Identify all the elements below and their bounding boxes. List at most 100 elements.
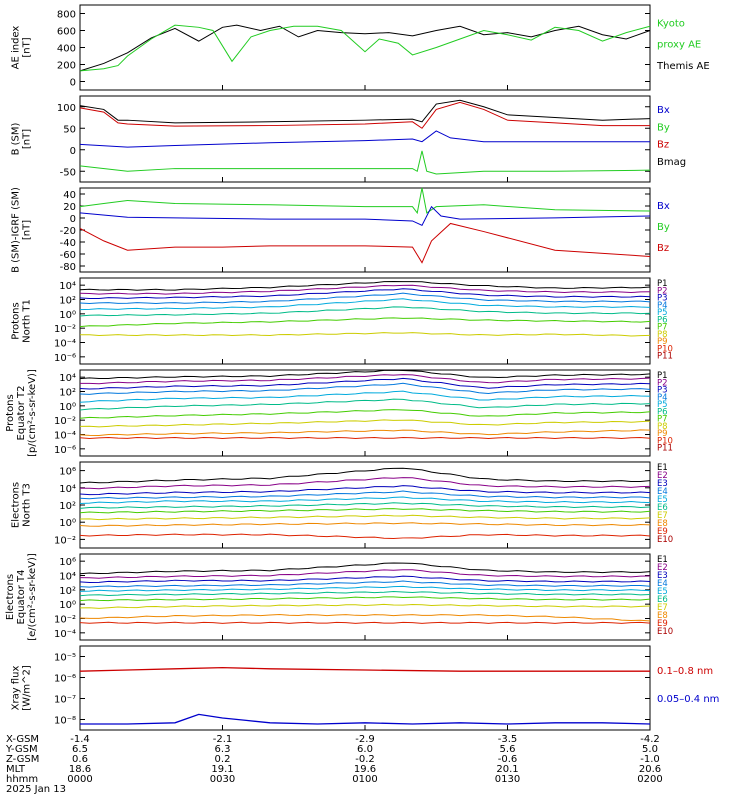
ae-legend-entry: Themis AE: [656, 61, 710, 72]
ae-frame: [79, 4, 651, 91]
xray-ytick-label: 10⁻⁸: [54, 716, 76, 727]
protons_t2-legend-entry: P10: [657, 436, 673, 446]
footer-row-label: X-GSM: [6, 734, 39, 745]
b_sm-ytick-label: 100: [57, 103, 76, 114]
b_sm-ytick-label: -50: [60, 167, 76, 178]
footer-value: 6.3: [215, 744, 231, 755]
electrons_t4-legend-entry: E7: [657, 603, 668, 613]
protons_t1-series-line: [79, 292, 651, 304]
protons_t2-legend-entry: P4: [657, 393, 668, 403]
electrons_t4-series-line: [79, 580, 651, 588]
electrons_t3-legend-entry: E4: [657, 487, 668, 497]
protons_t2-series-line: [79, 369, 651, 380]
protons_t1-series-line: [79, 288, 651, 300]
electrons_t3-series-line: [79, 467, 651, 484]
electrons_t4-ytick-label: 10⁴: [59, 572, 76, 583]
b_igrf-ytick-label: -80: [60, 262, 76, 273]
protons_t1-legend-entry: P3: [657, 294, 668, 304]
electrons_t4-ylabel: [e/(cm²-s-sr-keV)]: [27, 553, 38, 641]
ae-ylabel: [nT]: [22, 37, 33, 57]
footer-value: 6.0: [357, 744, 373, 755]
electrons_t3-ylabel: Electrons: [11, 482, 22, 528]
b_sm-ylabel: [nT]: [22, 129, 33, 149]
b_sm-series-line: [79, 150, 651, 175]
protons_t2-legend-entry: P5: [657, 400, 668, 410]
electrons_t4-series-line: [79, 614, 651, 622]
xray-ylabel: [W/m^2]: [22, 665, 33, 711]
protons_t2-ytick-label: 10⁻²: [54, 416, 76, 427]
protons_t2-series-line: [79, 377, 651, 390]
b_igrf-ytick-label: -60: [60, 250, 76, 261]
electrons_t3-series-line: [79, 477, 651, 490]
protons_t1-legend-entry: P2: [657, 286, 668, 296]
protons_t1-series-line: [79, 280, 651, 291]
ae-series-line: [79, 24, 651, 72]
b_sm-legend-entry: Bz: [657, 140, 669, 151]
footer-value: 0030: [210, 774, 235, 785]
electrons_t4-legend-entry: E3: [657, 571, 668, 581]
ae-series-line: [79, 24, 651, 72]
b_igrf-ylabel: B (SM)-IGRF (SM): [11, 187, 22, 273]
electrons_t3-legend-entry: E8: [657, 519, 668, 529]
protons_t1-legend-entry: P7: [657, 323, 668, 333]
protons_t1-series-line: [79, 298, 651, 311]
b_igrf-legend-entry: Bz: [657, 243, 669, 254]
xray-ytick-label: 10⁻⁷: [54, 695, 76, 706]
b_sm-ytick-label: 50: [63, 124, 76, 135]
protons_t1-legend-entry: P10: [657, 344, 673, 354]
electrons_t3-series-line: [79, 490, 651, 500]
xray-ytick-label: 10⁻⁵: [54, 653, 76, 664]
xray-series-line: [80, 713, 651, 725]
xray-frame: [79, 645, 651, 731]
protons_t2-series-line: [79, 409, 651, 419]
electrons_t4-ylabel: Electrons: [5, 574, 16, 620]
xray-series-line: [79, 666, 650, 672]
protons_t2-series-line: [79, 374, 651, 385]
electrons_t3-ytick-label: 10⁻²: [54, 535, 76, 546]
footer-value: 5.6: [500, 744, 516, 755]
protons_t2-ytick-label: 10⁴: [59, 373, 76, 384]
footer-row-label: Z-GSM: [6, 754, 39, 765]
protons_t2-ylabel: Protons: [5, 394, 16, 431]
ae-ytick-label: 200: [57, 61, 76, 72]
electrons_t4-series-line: [79, 562, 651, 575]
electrons_t4-ylabel: Equator T4: [16, 570, 27, 625]
electrons_t4-series-line: [79, 590, 651, 597]
protons_t1-ytick-label: 10⁻²: [54, 324, 76, 335]
ae-ytick-label: 800: [57, 10, 76, 21]
protons_t2-series-line: [79, 429, 651, 436]
protons_t2-legend-entry: P7: [657, 415, 668, 425]
electrons_t4-ytick-label: 10²: [59, 586, 76, 597]
footer-value: 19.1: [211, 764, 233, 775]
protons_t1-ytick-label: 10⁻⁶: [54, 353, 76, 364]
electrons_t4-legend-entry: E8: [657, 611, 668, 621]
protons_t2-ylabel: Equator T2: [16, 386, 27, 441]
electrons_t3-series-line: [79, 533, 651, 540]
footer-value: 6.5: [72, 744, 88, 755]
electrons_t3-series-line: [79, 502, 651, 509]
electrons_t3-ylabel: North T3: [22, 483, 33, 527]
footer-value: 19.6: [354, 764, 376, 775]
protons_t1-legend-entry: P1: [657, 279, 668, 289]
protons_t1-legend-entry: P9: [657, 337, 668, 347]
electrons_t4-legend-entry: E1: [657, 555, 668, 565]
protons_t1-series-line: [79, 317, 651, 328]
b_sm-series-line: [79, 101, 650, 129]
electrons_t4-ytick-label: 10⁶: [59, 557, 76, 568]
electrons_t3-legend-entry: E2: [657, 471, 668, 481]
footer-value: 20.1: [496, 764, 518, 775]
electrons_t4-legend-entry: E9: [657, 619, 668, 629]
electrons_t3-legend-entry: E6: [657, 503, 668, 513]
protons_t1-legend-entry: P5: [657, 308, 668, 318]
ae-legend-entry: Kyoto: [657, 18, 685, 29]
electrons_t3-ytick-label: 10²: [59, 501, 76, 512]
electrons_t4-series-line: [79, 575, 651, 584]
footer-value: 0000: [67, 774, 92, 785]
protons_t1-ytick-label: 10⁴: [59, 281, 76, 292]
electrons_t4-series-line: [79, 585, 651, 592]
protons_t2-legend-entry: P8: [657, 422, 668, 432]
protons_t1-legend-entry: P4: [657, 301, 668, 311]
electrons_t3-legend-entry: E9: [657, 527, 668, 537]
footer-value: 0.6: [72, 754, 88, 765]
electrons_t4-legend-entry: E5: [657, 587, 668, 597]
